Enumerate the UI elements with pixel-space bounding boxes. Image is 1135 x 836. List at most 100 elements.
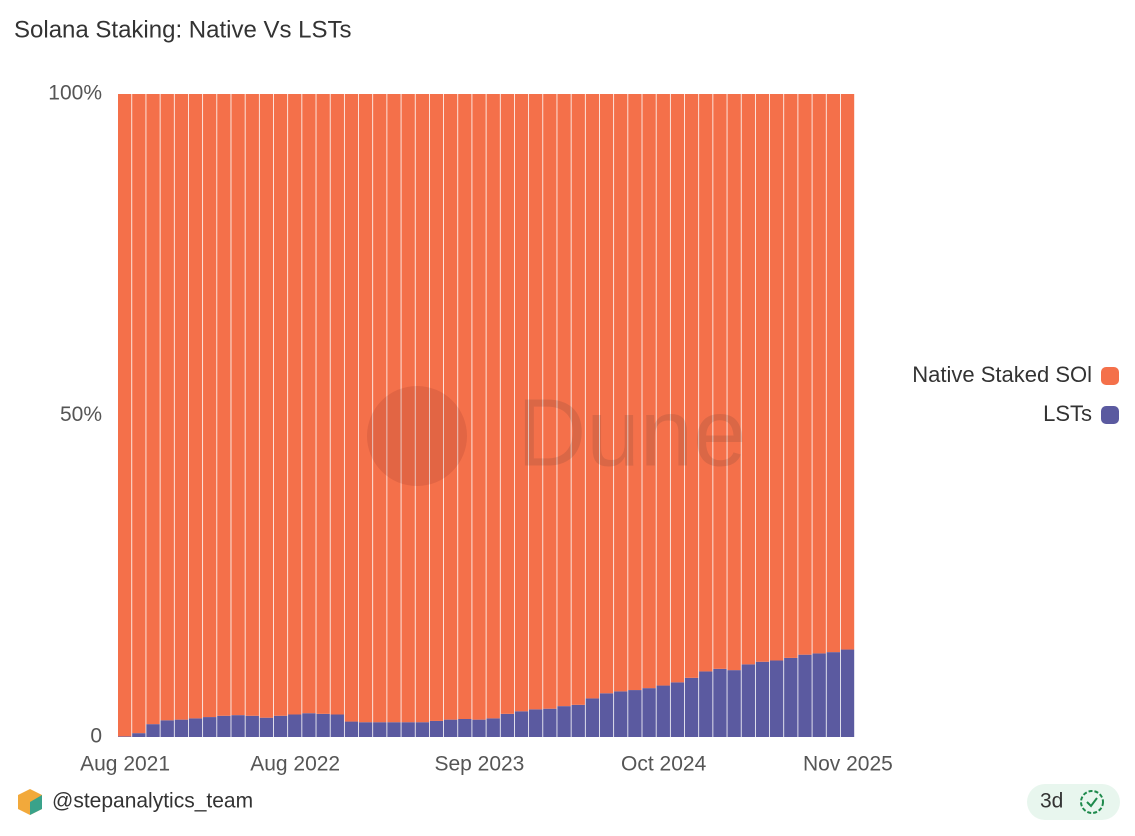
bar-segment bbox=[713, 94, 727, 669]
bar-segment bbox=[486, 718, 500, 737]
bar-segment bbox=[571, 704, 585, 737]
bar-segment bbox=[529, 709, 543, 737]
x-tick-label: Aug 2021 bbox=[80, 753, 170, 776]
bar-segment bbox=[387, 94, 401, 723]
bar-segment bbox=[203, 94, 217, 718]
bar-segment bbox=[415, 94, 430, 723]
bar-segment bbox=[713, 668, 727, 737]
bar-segment bbox=[458, 718, 472, 737]
bar-segment bbox=[684, 94, 699, 678]
bar-segment bbox=[769, 94, 784, 661]
bar-segment bbox=[387, 722, 401, 737]
bar-segment bbox=[741, 94, 755, 665]
bar-segment bbox=[784, 94, 798, 658]
bar-segment bbox=[628, 94, 642, 691]
bar-segment bbox=[415, 722, 430, 737]
bar-segment bbox=[699, 94, 713, 672]
watermark-text: Dune bbox=[517, 379, 747, 486]
bar-segment bbox=[585, 698, 600, 737]
bar-segment bbox=[585, 94, 600, 699]
bar-segment bbox=[316, 94, 330, 714]
bar-segment bbox=[769, 660, 784, 737]
bar-segment bbox=[132, 733, 146, 737]
bar-segment bbox=[472, 94, 486, 720]
legend-swatch bbox=[1101, 406, 1119, 424]
bar-segment bbox=[174, 94, 189, 720]
legend-swatch bbox=[1101, 367, 1119, 385]
bar-segment bbox=[699, 671, 713, 737]
bar-segment bbox=[755, 661, 770, 737]
bar-segment bbox=[344, 721, 359, 737]
bar-segment bbox=[826, 652, 841, 737]
bar-segment bbox=[670, 682, 685, 737]
x-tick-label: Nov 2025 bbox=[803, 753, 893, 776]
bar-segment bbox=[599, 693, 614, 737]
bar-segment bbox=[118, 736, 132, 737]
bar-segment bbox=[231, 715, 245, 737]
bar-segment bbox=[231, 94, 245, 716]
bar-segment bbox=[557, 94, 571, 707]
bar-segment bbox=[160, 94, 174, 721]
bar-segment bbox=[656, 94, 670, 686]
legend-label: LSTs bbox=[1043, 401, 1092, 426]
plot bbox=[118, 94, 855, 737]
bar-segment bbox=[826, 94, 841, 653]
bar-segment bbox=[784, 657, 798, 737]
watermark: Dune bbox=[367, 379, 747, 486]
author: @stepanalytics_team bbox=[52, 790, 253, 813]
bar-segment bbox=[273, 715, 288, 737]
bar-segment bbox=[273, 94, 288, 716]
bar-segment bbox=[245, 715, 259, 737]
bar-segment bbox=[727, 670, 741, 737]
bar-segment bbox=[302, 94, 316, 714]
bar-segment bbox=[514, 94, 529, 712]
bar-segment bbox=[684, 677, 699, 737]
bar-segment bbox=[344, 94, 359, 722]
bar-segment bbox=[259, 717, 274, 737]
bar-segment bbox=[458, 94, 472, 719]
watermark-logo bbox=[367, 386, 467, 486]
bar-segment bbox=[203, 717, 217, 737]
bar-segment bbox=[146, 94, 160, 725]
bar-segment bbox=[443, 719, 458, 737]
bar-segment bbox=[599, 94, 614, 694]
logo-side bbox=[30, 795, 42, 815]
bar-segment bbox=[401, 94, 415, 723]
bar-segment bbox=[642, 94, 656, 689]
verified-check bbox=[1086, 797, 1098, 808]
bar-segment bbox=[174, 719, 189, 737]
bar-segment bbox=[259, 94, 274, 718]
bar-segment bbox=[557, 706, 571, 737]
bar-segment bbox=[840, 649, 855, 737]
bar-segment bbox=[500, 94, 515, 714]
bar-segment bbox=[571, 94, 585, 705]
bar-segment bbox=[727, 94, 741, 671]
bar-segment bbox=[670, 94, 685, 683]
bar-segment bbox=[330, 94, 344, 715]
bar-segment bbox=[132, 94, 146, 734]
bar-segment bbox=[642, 688, 656, 737]
bar-segment bbox=[146, 724, 160, 737]
bar-segment bbox=[330, 714, 344, 737]
y-tick-label: 0 bbox=[90, 725, 102, 748]
bar-segment bbox=[755, 94, 770, 662]
bar-segment bbox=[840, 94, 855, 650]
bar-segment bbox=[500, 713, 515, 737]
bar-segment bbox=[373, 94, 387, 723]
bar-segment bbox=[486, 94, 500, 719]
bar-segment bbox=[741, 664, 755, 737]
bar-segment bbox=[401, 722, 415, 737]
bar-segment bbox=[514, 711, 529, 737]
bar-segment bbox=[443, 94, 458, 720]
bar-segment bbox=[429, 94, 444, 721]
verified-icon bbox=[1080, 790, 1104, 814]
bar-segment bbox=[288, 94, 302, 715]
bar-segment bbox=[543, 94, 557, 709]
bar-segment bbox=[288, 714, 302, 737]
x-tick-label: Oct 2024 bbox=[621, 753, 707, 776]
x-tick-label: Sep 2023 bbox=[434, 753, 524, 776]
footer: @stepanalytics_team 3d bbox=[18, 784, 1120, 820]
bar-segment bbox=[373, 722, 387, 737]
bar-segment bbox=[358, 722, 373, 737]
bar-segment bbox=[160, 720, 174, 737]
